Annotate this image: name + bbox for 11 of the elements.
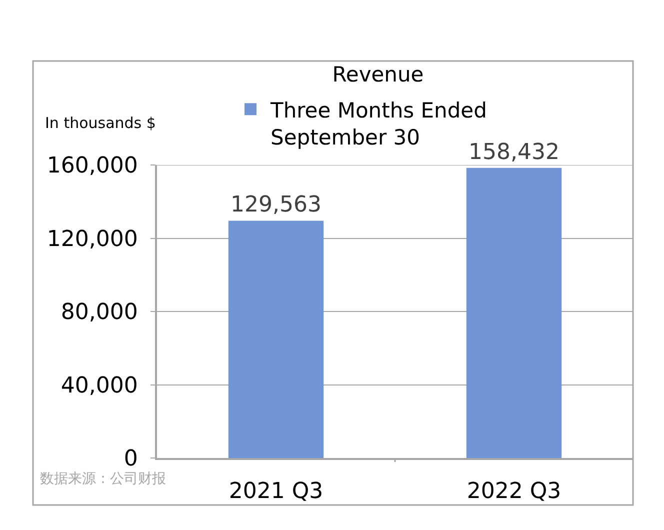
y-tick-label: 120,000 — [46, 226, 138, 252]
y-tick-label: 0 — [124, 446, 138, 472]
x-tick-label: 2022 Q3 — [466, 479, 562, 504]
y-tick-label: 40,000 — [60, 373, 138, 398]
x-tick-label: 2021 Q3 — [228, 479, 324, 504]
data-label: 129,563 — [230, 192, 322, 218]
y-tick-label: 80,000 — [60, 300, 138, 326]
y-axis-title: In thousands $ — [45, 114, 156, 132]
chart-title: Revenue — [332, 62, 424, 86]
source-note: 数据来源：公司财报 — [40, 471, 166, 487]
y-tick-label: 160,000 — [46, 154, 138, 179]
